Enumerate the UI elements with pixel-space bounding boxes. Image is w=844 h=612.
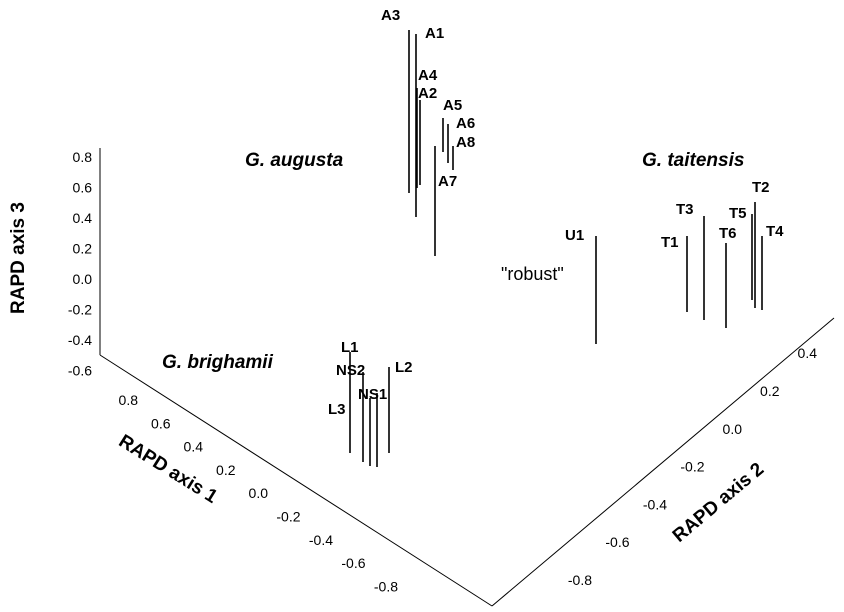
x-tick-label: 0.4 [184,439,204,455]
point-label-a3: A3 [381,7,400,24]
y-tick-label: -0.4 [643,496,667,512]
x-tick-label: -0.8 [374,578,398,594]
x-tick-label: -0.6 [341,555,365,571]
z-axis-ticks: 0.8 0.6 0.4 0.2 0.0 -0.2 -0.4 -0.6 [68,149,92,379]
group-label-brighamii: G. brighamii [162,352,274,373]
y-tick-label: -0.8 [568,572,592,588]
point-label-t6: T6 [719,225,737,242]
y-tick-label: 0.0 [723,421,743,437]
point-label-l3: L3 [328,401,346,418]
y-axis-ticks: -0.8 -0.6 -0.4 -0.2 0.0 0.2 0.4 [568,345,817,588]
point-label-t5: T5 [729,205,747,222]
x-axis-title: RAPD axis 1 [115,431,221,508]
point-label-t2: T2 [752,179,770,196]
x-axis-ticks: 0.8 0.6 0.4 0.2 0.0 -0.2 -0.4 -0.6 -0.8 [119,392,399,594]
point-label-l2: L2 [395,359,413,376]
point-label-a7: A7 [438,173,457,190]
point-label-t4: T4 [766,223,784,240]
point-label-a8: A8 [456,134,475,151]
z-tick-label: -0.2 [68,302,92,318]
group-label-taitensis: G. taitensis [642,150,744,171]
z-tick-label: 0.6 [73,180,93,196]
x-tick-label: 0.6 [151,415,171,431]
z-tick-label: 0.2 [73,241,93,257]
x-axis-line [99,354,493,607]
point-label-a1: A1 [425,25,444,42]
y-tick-label: -0.2 [680,459,704,475]
robust-annotation: "robust" [501,264,564,284]
z-tick-label: -0.4 [68,332,92,348]
point-label-l1: L1 [341,339,359,356]
x-tick-label: 0.2 [216,462,236,478]
x-tick-label: 0.8 [119,392,139,408]
x-tick-label: 0.0 [249,485,269,501]
point-label-u1: U1 [565,227,584,244]
x-tick-label: -0.2 [276,509,300,525]
point-label-t1: T1 [661,234,679,251]
x-tick-label: -0.4 [309,532,333,548]
point-label-ns2: NS2 [336,362,365,379]
y-axis-line [491,317,835,607]
z-tick-label: 0.4 [73,210,93,226]
group-label-augusta: G. augusta [245,150,344,171]
point-label-a2: A2 [418,85,437,102]
point-label-a6: A6 [456,115,475,132]
z-axis-title: RAPD axis 3 [8,202,29,314]
point-label-a5: A5 [443,97,462,114]
y-tick-label: -0.6 [605,534,629,550]
point-label-a4: A4 [418,67,438,84]
z-tick-label: 0.0 [73,271,93,287]
point-label-t3: T3 [676,201,694,218]
y-tick-label: 0.4 [798,345,818,361]
y-tick-label: 0.2 [760,383,780,399]
z-tick-label: 0.8 [73,149,93,165]
point-label-ns1: NS1 [358,386,387,403]
z-tick-label: -0.6 [68,363,92,379]
